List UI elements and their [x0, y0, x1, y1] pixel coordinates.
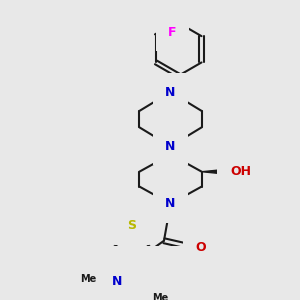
Text: Me: Me [80, 274, 97, 284]
Text: S: S [128, 219, 136, 232]
Text: O: O [196, 241, 206, 254]
Text: Me: Me [153, 293, 169, 300]
Text: N: N [165, 197, 176, 210]
Text: N: N [165, 85, 176, 98]
Text: N: N [112, 275, 122, 288]
Text: OH: OH [230, 165, 251, 178]
Text: N: N [165, 140, 176, 153]
Text: F: F [168, 26, 177, 38]
Polygon shape [202, 169, 226, 174]
